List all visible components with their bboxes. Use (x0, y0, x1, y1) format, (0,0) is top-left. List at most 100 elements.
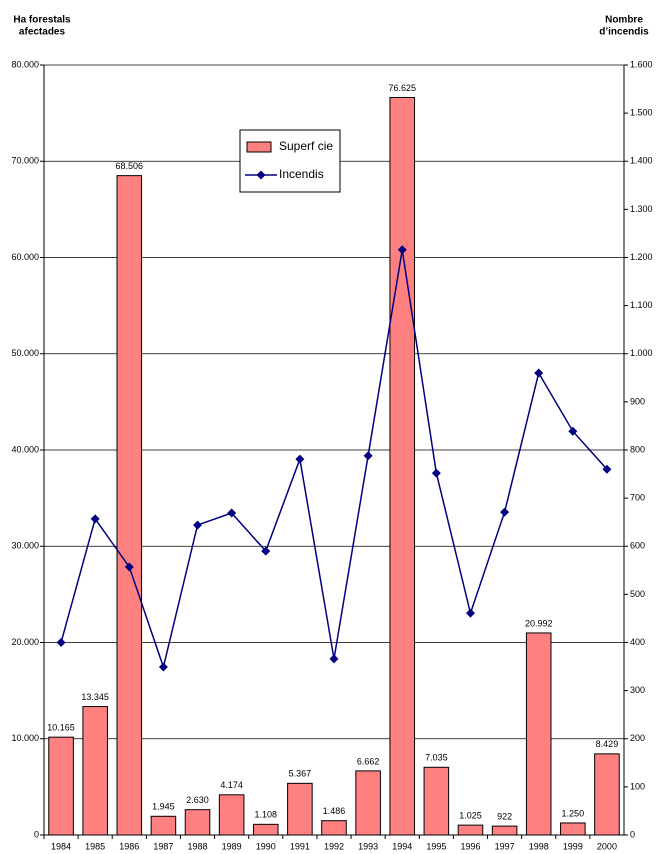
x-tick-label: 1996 (460, 841, 480, 851)
data-label: 922 (497, 812, 512, 822)
bar (287, 782, 313, 836)
bar (150, 815, 177, 836)
data-label: 20.992 (525, 618, 553, 628)
y2-tick-label: 700 (630, 493, 645, 503)
bar (525, 632, 552, 836)
marker (90, 514, 100, 524)
bar (423, 766, 450, 836)
y2-tick-label: 1.400 (630, 156, 653, 166)
y-axis-title: afectades (19, 27, 66, 38)
y2-tick-label: 1.000 (630, 348, 653, 358)
legend-swatch (246, 141, 272, 153)
marker (261, 546, 271, 556)
data-label: 1.945 (152, 802, 175, 812)
legend: Superf cie Incendis (239, 129, 341, 193)
bar (389, 96, 416, 836)
y2-tick-label: 100 (630, 781, 645, 791)
marker (158, 662, 168, 672)
y2-tick-label: 400 (630, 637, 645, 647)
marker (363, 451, 373, 461)
bar (491, 825, 518, 836)
x-tick-label: 1995 (426, 841, 446, 851)
y-tick-label: 50.000 (11, 348, 39, 358)
marker (602, 464, 612, 474)
marker (295, 454, 305, 464)
marker (124, 562, 134, 572)
y2-tick-label: 1.300 (630, 204, 653, 214)
y2-tick-label: 800 (630, 444, 645, 454)
bar (82, 706, 108, 836)
x-tick-label: 1990 (256, 841, 276, 851)
data-label: 1.486 (323, 806, 346, 816)
bar (184, 809, 211, 836)
bar (355, 770, 381, 836)
y2-tick-label: 600 (630, 541, 645, 551)
marker (568, 426, 578, 436)
x-tick-label: 1998 (529, 841, 549, 851)
y2-tick-label: 1.200 (630, 252, 653, 262)
bar (594, 753, 620, 836)
data-label: 2.630 (186, 795, 209, 805)
marker (193, 520, 203, 530)
line (60, 249, 608, 670)
bar (560, 822, 586, 836)
y2-tick-label: 1.100 (630, 300, 653, 310)
marker (56, 638, 66, 647)
x-tick-label: 1993 (358, 841, 378, 851)
y-tick-label: 20.000 (11, 637, 39, 647)
data-label: 10.165 (47, 723, 75, 733)
data-label: 1.025 (459, 811, 482, 821)
bar (48, 736, 74, 836)
y2-tick-label: 500 (630, 589, 645, 599)
x-tick-label: 1985 (85, 841, 105, 851)
legend-marker (256, 170, 266, 180)
legend-label: Superf cie (279, 139, 333, 153)
bar (321, 820, 347, 836)
legend-box (239, 129, 341, 193)
y-axis-title: Ha forestals (13, 15, 71, 26)
y-tick-label: 70.000 (11, 156, 39, 166)
y-tick-label: 60.000 (11, 252, 39, 262)
data-label: 6.662 (357, 756, 380, 766)
marker (227, 508, 237, 518)
y2-tick-label: 1.600 (630, 59, 653, 69)
x-tick-label: 1989 (222, 841, 242, 851)
marker (465, 608, 475, 618)
x-tick-label: 1994 (392, 841, 412, 851)
bar (218, 794, 245, 836)
data-label: 68.506 (116, 161, 144, 171)
y2-tick-label: 1.500 (630, 108, 653, 118)
y2-axis-title: d’incendis (599, 27, 649, 38)
x-tick-label: 1992 (324, 841, 344, 851)
legend-label: Incendis (279, 167, 324, 181)
x-tick-label: 1988 (188, 841, 208, 851)
x-tick-label: 2000 (597, 841, 617, 851)
data-label: 13.345 (81, 692, 109, 702)
bar (116, 175, 143, 836)
data-label: 8.429 (596, 739, 619, 749)
y-tick-label: 10.000 (11, 733, 39, 743)
bar (252, 823, 279, 836)
data-label: 7.035 (425, 753, 448, 763)
marker (431, 468, 441, 478)
marker (329, 654, 339, 664)
y-tick-label: 40.000 (11, 444, 39, 454)
marker (500, 507, 510, 517)
x-tick-label: 1997 (495, 841, 515, 851)
y2-axis-title: Nombre (605, 15, 643, 26)
x-tick-label: 1986 (119, 841, 139, 851)
x-tick-label: 1984 (51, 841, 71, 851)
x-tick-label: 1991 (290, 841, 310, 851)
y-tick-label: 0 (34, 829, 39, 839)
data-label: 76.625 (388, 83, 416, 93)
x-tick-label: 1999 (563, 841, 583, 851)
y2-tick-label: 900 (630, 396, 645, 406)
y-tick-label: 30.000 (11, 541, 39, 551)
data-label: 5.367 (289, 769, 312, 779)
data-label: 1.250 (562, 808, 585, 818)
x-tick-label: 1987 (153, 841, 173, 851)
marker (534, 368, 544, 378)
marker (397, 245, 407, 255)
data-label: 1.108 (254, 810, 277, 820)
